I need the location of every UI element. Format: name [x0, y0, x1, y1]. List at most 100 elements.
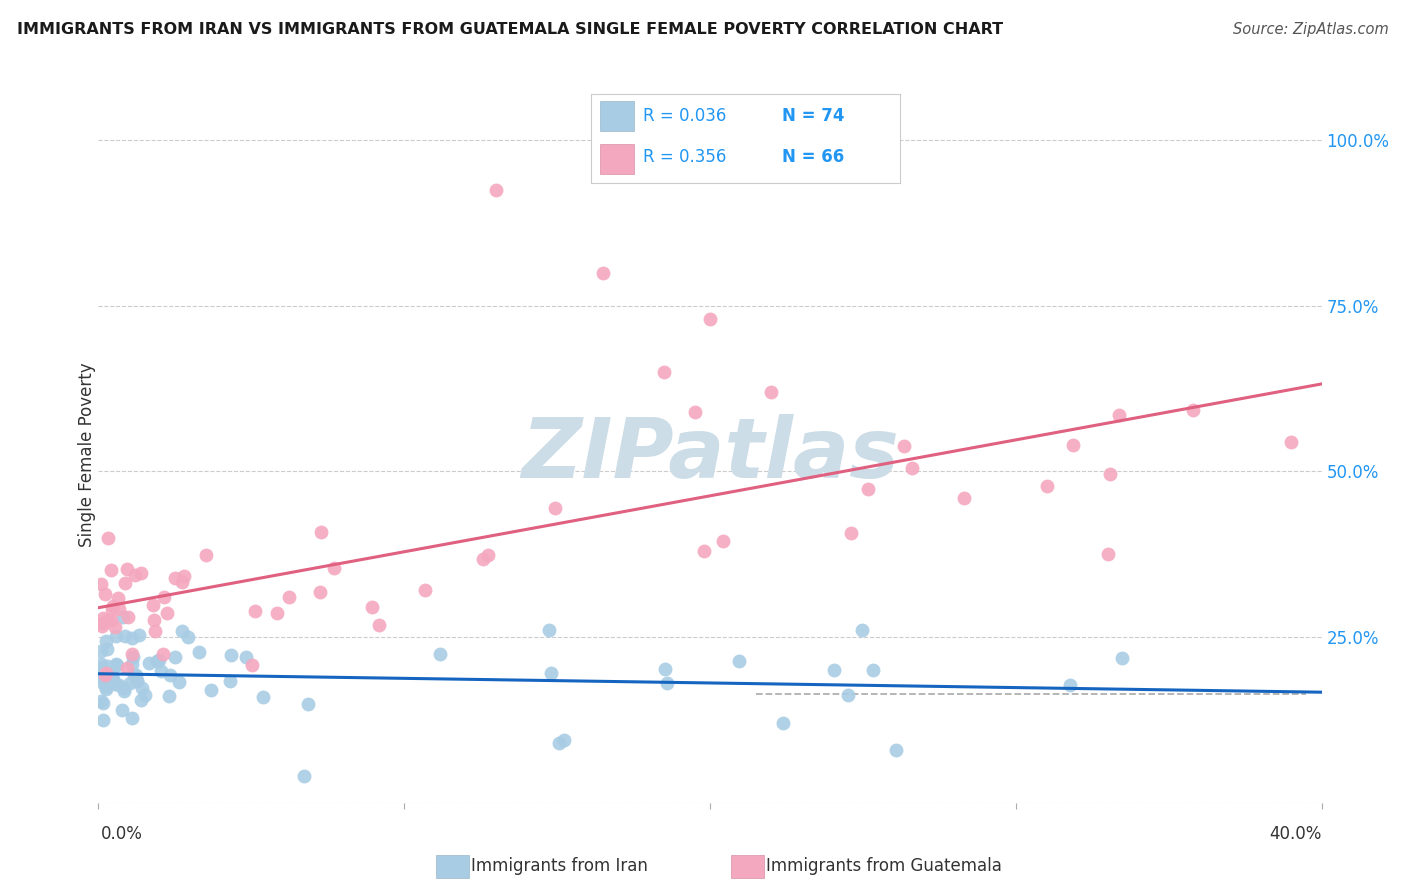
Point	[122, 668, 145, 682]
Point	[114, 575, 136, 590]
Point	[309, 585, 332, 599]
Point	[292, 769, 315, 783]
Point	[91, 675, 114, 690]
Point	[297, 697, 319, 711]
Point	[112, 609, 135, 624]
Point	[96, 634, 118, 648]
Point	[100, 666, 122, 681]
Text: ZIPatlas: ZIPatlas	[522, 415, 898, 495]
Point	[104, 620, 127, 634]
Point	[654, 662, 676, 676]
Point	[97, 613, 120, 627]
Point	[772, 716, 794, 731]
Point	[96, 666, 118, 681]
Text: 0.0%: 0.0%	[101, 825, 143, 843]
Point	[90, 694, 112, 708]
Point	[323, 561, 346, 575]
Text: N = 66: N = 66	[782, 148, 845, 167]
Point	[266, 607, 288, 621]
Point	[152, 647, 174, 661]
Point	[538, 624, 561, 638]
Point	[120, 676, 142, 690]
Point	[893, 438, 915, 452]
Text: Source: ZipAtlas.com: Source: ZipAtlas.com	[1233, 22, 1389, 37]
Point	[91, 611, 114, 625]
Point	[195, 548, 218, 562]
Point	[477, 548, 499, 562]
Point	[548, 736, 571, 750]
Text: Immigrants from Iran: Immigrants from Iran	[471, 857, 648, 875]
Point	[142, 598, 165, 612]
Point	[114, 629, 136, 643]
Point	[96, 642, 118, 657]
Point	[823, 663, 845, 677]
Point	[240, 657, 263, 672]
Point	[150, 664, 173, 678]
Point	[177, 631, 200, 645]
Point	[90, 657, 112, 672]
Point	[219, 648, 242, 662]
Point	[655, 676, 678, 690]
Point	[1108, 408, 1130, 422]
Point	[138, 656, 160, 670]
Point	[839, 526, 862, 541]
Point	[104, 677, 127, 691]
Point	[1062, 438, 1084, 452]
Point	[96, 659, 118, 673]
Point	[683, 405, 706, 419]
Point	[277, 590, 299, 604]
Point	[309, 525, 332, 540]
Point	[413, 583, 436, 598]
Point	[124, 567, 146, 582]
Point	[711, 533, 734, 548]
Point	[104, 629, 127, 643]
Point	[131, 681, 153, 696]
Point	[759, 384, 782, 399]
Point	[105, 657, 128, 672]
Point	[851, 623, 873, 637]
Point	[692, 544, 714, 558]
Point	[100, 563, 122, 577]
Point	[142, 613, 165, 627]
Point	[361, 600, 384, 615]
Point	[1279, 434, 1302, 449]
Point	[129, 566, 152, 580]
Point	[121, 711, 143, 725]
FancyBboxPatch shape	[600, 144, 634, 174]
Point	[173, 569, 195, 583]
Point	[107, 591, 129, 606]
Point	[96, 682, 118, 697]
Text: IMMIGRANTS FROM IRAN VS IMMIGRANTS FROM GUATEMALA SINGLE FEMALE POVERTY CORRELAT: IMMIGRANTS FROM IRAN VS IMMIGRANTS FROM …	[17, 22, 1002, 37]
Point	[953, 491, 976, 505]
Point	[544, 500, 567, 515]
Point	[90, 577, 112, 591]
Point	[1036, 479, 1059, 493]
Point	[148, 653, 170, 667]
Text: 40.0%: 40.0%	[1270, 825, 1322, 843]
Point	[652, 365, 675, 379]
Point	[170, 574, 193, 589]
Point	[243, 604, 266, 618]
Point	[115, 661, 138, 675]
Point	[112, 683, 135, 698]
Point	[159, 668, 181, 682]
Point	[90, 661, 112, 675]
Text: R = 0.356: R = 0.356	[643, 148, 727, 167]
Point	[100, 672, 122, 686]
Point	[540, 666, 562, 681]
Text: Immigrants from Guatemala: Immigrants from Guatemala	[766, 857, 1002, 875]
Point	[485, 183, 508, 197]
Point	[91, 616, 114, 631]
Point	[91, 696, 114, 710]
Point	[94, 668, 117, 682]
Point	[699, 312, 721, 326]
Point	[163, 571, 186, 585]
Point	[156, 606, 179, 620]
Point	[121, 657, 143, 671]
Point	[94, 680, 117, 694]
Point	[1059, 678, 1081, 692]
Point	[122, 649, 145, 664]
Point	[152, 590, 174, 604]
Point	[108, 678, 131, 692]
Point	[884, 743, 907, 757]
